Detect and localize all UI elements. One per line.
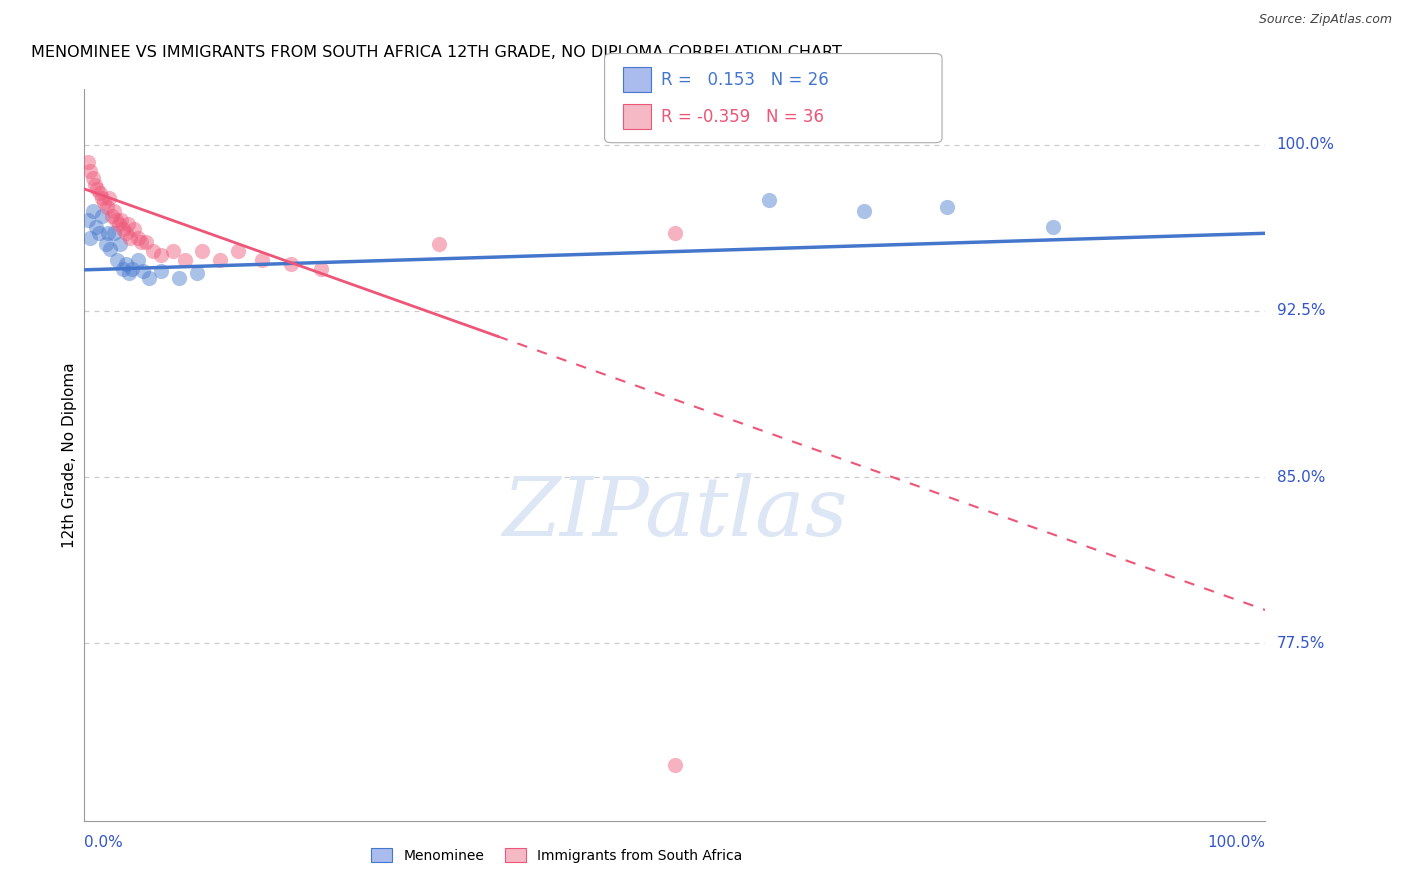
- Point: [107, 252, 129, 267]
- Point: [127, 230, 149, 244]
- Point: [103, 227, 125, 241]
- Text: 85.0%: 85.0%: [1277, 469, 1324, 484]
- Point: [105, 213, 128, 227]
- Point: [150, 264, 173, 278]
- Point: [120, 230, 142, 244]
- Text: 100.0%: 100.0%: [1277, 137, 1334, 153]
- Point: [121, 261, 143, 276]
- Point: [112, 222, 135, 236]
- Point: [309, 261, 332, 276]
- Point: [226, 244, 249, 258]
- Point: [191, 244, 214, 258]
- Point: [186, 266, 208, 280]
- Point: [97, 227, 120, 241]
- Point: [112, 261, 135, 276]
- Point: [209, 252, 232, 267]
- Point: [142, 244, 165, 258]
- Point: [98, 242, 121, 256]
- Point: [427, 237, 450, 252]
- Point: [664, 758, 686, 772]
- Text: R =   0.153   N = 26: R = 0.153 N = 26: [661, 70, 828, 88]
- Point: [852, 204, 875, 219]
- Text: 0.0%: 0.0%: [84, 835, 124, 849]
- Text: MENOMINEE VS IMMIGRANTS FROM SOUTH AFRICA 12TH GRADE, NO DIPLOMA CORRELATION CHA: MENOMINEE VS IMMIGRANTS FROM SOUTH AFRIC…: [31, 45, 842, 60]
- Point: [100, 209, 122, 223]
- Point: [82, 170, 104, 185]
- Legend: Menominee, Immigrants from South Africa: Menominee, Immigrants from South Africa: [366, 843, 748, 869]
- Text: R = -0.359   N = 36: R = -0.359 N = 36: [661, 108, 824, 126]
- Point: [127, 252, 149, 267]
- Point: [103, 204, 125, 219]
- Point: [138, 270, 160, 285]
- Text: 77.5%: 77.5%: [1277, 636, 1324, 651]
- Point: [79, 164, 101, 178]
- Text: ZIPatlas: ZIPatlas: [502, 474, 848, 553]
- Point: [935, 200, 957, 214]
- Point: [86, 182, 108, 196]
- Point: [77, 155, 100, 169]
- Point: [117, 218, 139, 232]
- Point: [87, 227, 110, 241]
- Point: [129, 235, 152, 249]
- Point: [91, 209, 114, 223]
- Point: [89, 186, 111, 201]
- Point: [108, 237, 131, 252]
- Text: Source: ZipAtlas.com: Source: ZipAtlas.com: [1258, 13, 1392, 27]
- Point: [84, 178, 107, 192]
- Point: [84, 219, 107, 234]
- Point: [82, 204, 104, 219]
- Point: [114, 257, 136, 271]
- Point: [162, 244, 184, 258]
- Text: 100.0%: 100.0%: [1208, 835, 1265, 849]
- Point: [94, 237, 117, 252]
- Point: [114, 227, 136, 241]
- Point: [250, 252, 273, 267]
- Point: [107, 218, 129, 232]
- Point: [118, 266, 141, 280]
- Point: [96, 200, 118, 214]
- Point: [98, 191, 121, 205]
- Point: [173, 252, 195, 267]
- Point: [110, 213, 132, 227]
- Point: [167, 270, 190, 285]
- Y-axis label: 12th Grade, No Diploma: 12th Grade, No Diploma: [62, 362, 77, 548]
- Point: [91, 191, 114, 205]
- Point: [79, 230, 101, 244]
- Point: [758, 193, 780, 207]
- Point: [1042, 219, 1064, 234]
- Text: 92.5%: 92.5%: [1277, 303, 1324, 318]
- Point: [122, 222, 145, 236]
- Point: [150, 248, 173, 262]
- Point: [280, 257, 302, 271]
- Point: [77, 213, 100, 227]
- Point: [664, 227, 686, 241]
- Point: [135, 235, 157, 249]
- Point: [132, 264, 155, 278]
- Point: [93, 195, 115, 210]
